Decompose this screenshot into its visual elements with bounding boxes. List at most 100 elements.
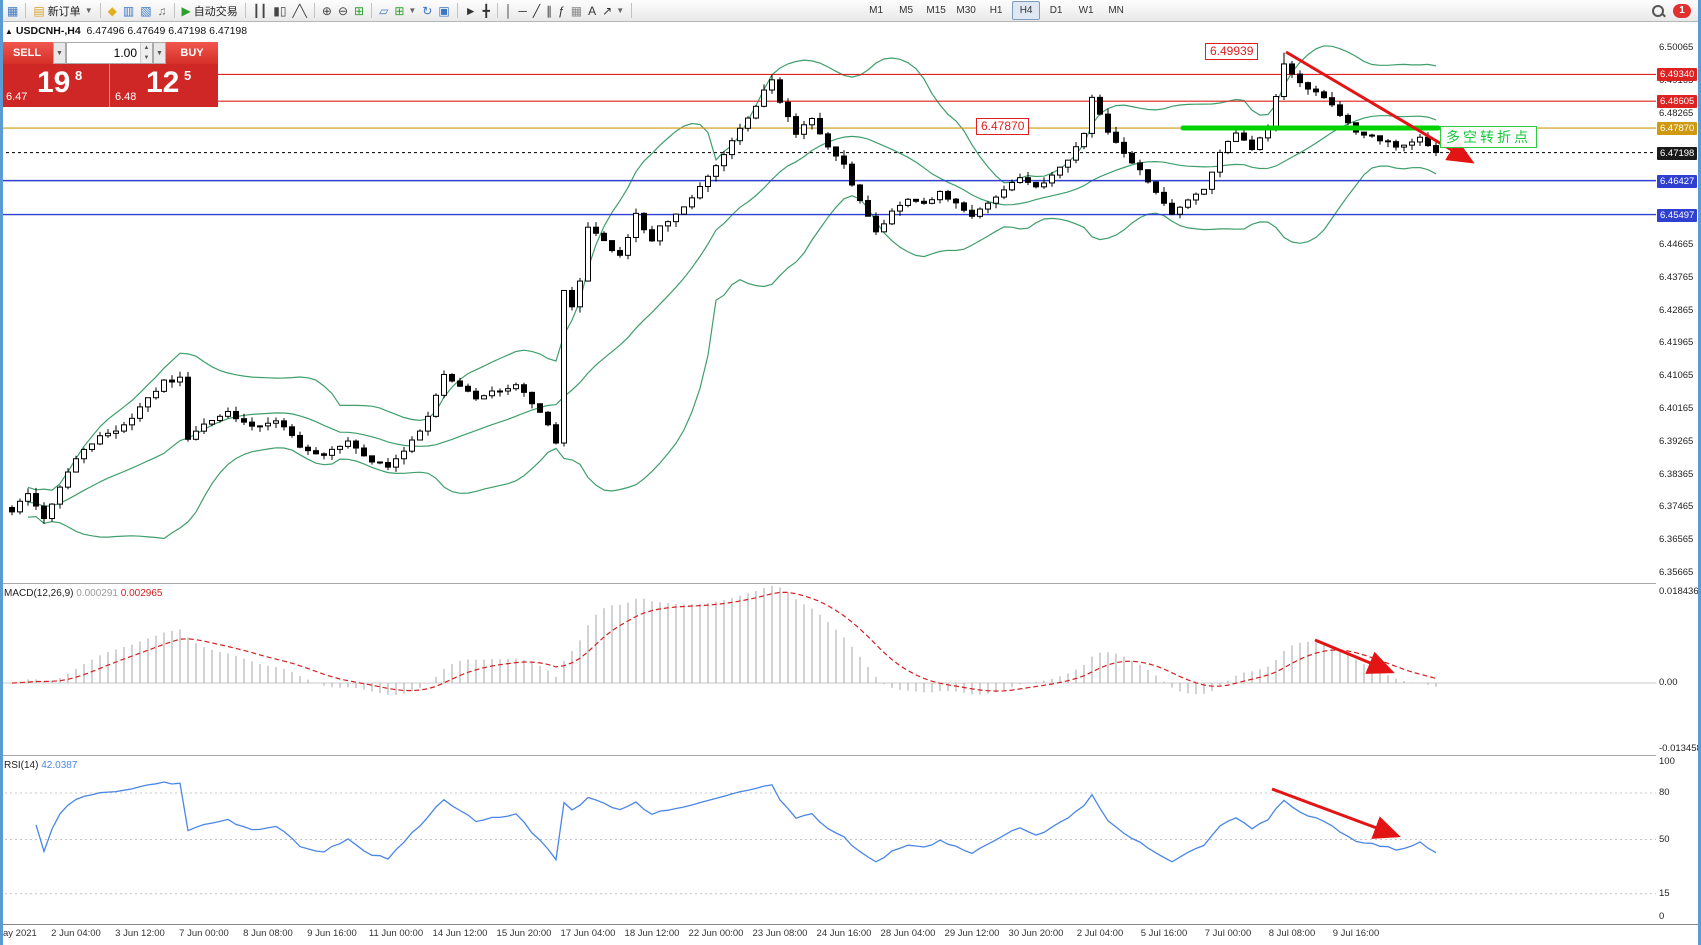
price-grid-label: 6.37465 [1659, 501, 1694, 513]
price-grid-label: 6.39265 [1659, 435, 1694, 447]
price-grid-label: 6.50065 [1659, 42, 1694, 53]
timeframe-button-mn[interactable]: MN [1108, 5, 1124, 16]
new-chart-button[interactable]: ⊞ ▼ [394, 3, 417, 18]
sell-price-sup: 8 [75, 68, 83, 83]
candle-chart-icon[interactable]: ▮▯ [273, 3, 287, 18]
sell-dropdown-icon[interactable]: ▼ [53, 42, 66, 64]
price-grid-label: 6.44665 [1659, 238, 1694, 250]
channel-icon[interactable]: ∥ [546, 3, 553, 18]
price-line-label: 6.49340 [1657, 68, 1698, 82]
high-price-annotation[interactable]: 6.49939 [1205, 43, 1259, 60]
price-line-label: 6.47870 [1657, 122, 1698, 136]
symbol-name: USDCNH-,H4 [15, 25, 81, 37]
time-axis-label: 7 Jul 00:00 [1204, 928, 1252, 939]
search-icon[interactable] [1651, 4, 1666, 18]
price-grid-label: 6.41965 [1659, 337, 1694, 349]
price-line-label: 6.46427 [1657, 174, 1698, 188]
notification-badge[interactable]: 1 [1673, 3, 1691, 18]
navigator-icon[interactable]: ▧ [140, 3, 152, 18]
sell-price-big: 19 [37, 66, 71, 99]
cursor-icon[interactable]: ► [464, 3, 477, 18]
bar-chart-icon[interactable]: ┃┃ [252, 3, 268, 18]
text-icon[interactable]: A [588, 3, 597, 18]
one-click-trade-panel: SELL ▼ ▲ ▼ ▼ BUY 6.47 19 8 6.48 12 5 [1, 42, 218, 107]
sell-button[interactable]: SELL [1, 42, 53, 64]
zoom-out-icon[interactable]: ⊖ [337, 3, 349, 18]
sell-price-small: 6.47 [6, 91, 28, 103]
timeframe-button-h4[interactable]: H4 [1012, 1, 1041, 20]
timeframe-button-w1[interactable]: W1 [1078, 5, 1094, 16]
macd-indicator-label: MACD(12,26,9) 0.000291 0.002965 [4, 588, 162, 599]
cascade-windows-icon[interactable]: ▱ [379, 3, 389, 18]
volume-down-icon[interactable]: ▼ [140, 53, 152, 63]
price-grid-label: 6.42865 [1659, 304, 1694, 316]
timeframe-button-m30[interactable]: M30 [956, 5, 976, 16]
time-axis-label: 24 Jun 16:00 [816, 928, 872, 939]
time-axis[interactable]: 1 May 2021 2 Jun 04:00 3 Jun 12:00 7 Jun 00… [0, 925, 1701, 945]
timeframe-button-m5[interactable]: M5 [899, 5, 914, 16]
turning-point-note[interactable]: 多空转折点 [1440, 126, 1537, 148]
autotrade-button[interactable]: ▶ 自动交易 [181, 3, 238, 18]
time-axis-label: 11 Jun 00:00 [368, 928, 424, 939]
trendline-icon[interactable]: ╱ [532, 3, 541, 18]
timeframe-button-h1[interactable]: H1 [989, 5, 1003, 16]
time-axis-label: 28 Jun 04:00 [880, 928, 936, 939]
vertical-line-icon[interactable]: │ [504, 3, 513, 18]
new-order-button[interactable]: ▤ 新订单 ▼ [33, 3, 93, 18]
time-axis-label: 22 Jun 00:00 [688, 928, 744, 939]
cycle-icon[interactable]: ↻ [422, 3, 433, 18]
pivot-price-annotation[interactable]: 6.47870 [976, 118, 1030, 135]
price-scale[interactable]: 6.500656.491656.482656.446656.437656.428… [1656, 22, 1701, 924]
buy-button[interactable]: BUY [166, 42, 218, 64]
horizontal-line-icon[interactable]: ─ [518, 3, 527, 18]
sell-price-display[interactable]: 6.47 19 8 [1, 64, 110, 107]
price-grid-label: 0.018436 [1659, 586, 1699, 597]
time-axis-label: 8 Jun 08:00 [243, 928, 293, 939]
price-grid-label: 6.38365 [1659, 468, 1694, 480]
buy-dropdown-icon[interactable]: ▼ [153, 42, 166, 64]
time-axis-label: 23 Jun 08:00 [752, 928, 808, 939]
time-axis-label: 15 Jun 20:00 [496, 928, 552, 939]
arrow-tool-icon[interactable]: ↗ ▼ [602, 3, 625, 18]
time-axis-label: 18 Jun 12:00 [624, 928, 680, 939]
macd-value-main: 0.000291 [76, 588, 118, 599]
price-grid-label: 6.41065 [1659, 370, 1694, 382]
price-grid-label: -0.013458 [1659, 743, 1701, 755]
buy-price-big: 12 [146, 66, 180, 99]
line-chart-icon[interactable]: ╱╲ [292, 3, 307, 18]
timeframe-button-d1[interactable]: D1 [1049, 5, 1063, 16]
price-grid-label: 0 [1659, 911, 1665, 922]
buy-price-small: 6.48 [115, 91, 137, 103]
quotes-icon[interactable]: ◆ [107, 3, 117, 18]
market-watch-icon[interactable]: ▥ [122, 3, 135, 18]
snapshot-icon[interactable]: ▣ [438, 3, 450, 18]
time-axis-label: 30 Jun 20:00 [1008, 928, 1064, 939]
zoom-in-icon[interactable]: ⊕ [321, 3, 332, 18]
sound-icon[interactable]: ♫ [157, 3, 167, 18]
price-line-label: 6.45497 [1657, 208, 1698, 222]
time-axis-label: 29 Jun 12:00 [944, 928, 1000, 939]
window-icon[interactable]: ▦ [7, 3, 19, 18]
rsi-value: 42.0387 [41, 760, 78, 771]
price-line-label: 6.48605 [1657, 95, 1698, 109]
ohlc-values: 6.47496 6.47649 6.47198 6.47198 [86, 25, 248, 37]
volume-input[interactable] [67, 43, 140, 63]
price-grid-label: 6.40165 [1659, 402, 1694, 414]
timeframe-button-m15[interactable]: M15 [926, 5, 946, 16]
volume-up-icon[interactable]: ▲ [140, 43, 152, 53]
tile-windows-icon[interactable]: ⊞ [354, 3, 365, 18]
fibonacci-icon[interactable]: ƒ [558, 3, 565, 18]
crosshair-icon[interactable]: ╋ [482, 3, 490, 18]
price-grid-label: 100 [1659, 756, 1675, 767]
buy-price-display[interactable]: 6.48 12 5 [110, 64, 218, 107]
macd-value-signal: 0.002965 [120, 588, 163, 599]
time-axis-label: 9 Jun 16:00 [307, 928, 357, 939]
toolbar-separator [173, 3, 175, 18]
grid-icon[interactable]: ▦ [570, 3, 583, 18]
toolbar-separator [371, 3, 373, 18]
rsi-name: RSI(14) [4, 760, 39, 771]
time-axis-label: 1 May 2021 [0, 928, 37, 939]
timeframe-button-m1[interactable]: M1 [869, 5, 884, 16]
collapse-panel-icon[interactable]: ▲ [5, 27, 13, 36]
